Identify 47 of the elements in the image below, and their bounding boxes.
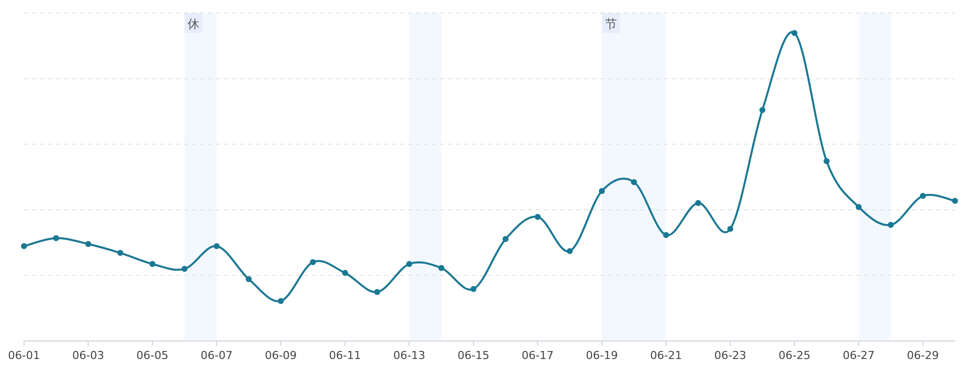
x-tick-label: 06-13 bbox=[393, 349, 426, 362]
point bbox=[952, 198, 958, 204]
x-tick-label: 06-15 bbox=[457, 349, 490, 362]
point bbox=[630, 179, 637, 186]
point bbox=[246, 276, 252, 282]
point bbox=[695, 200, 702, 206]
x-tick-label: 06-09 bbox=[264, 349, 297, 362]
x-tick-label: 06-11 bbox=[329, 349, 362, 362]
point bbox=[85, 240, 92, 247]
x-tick-label: 06-05 bbox=[136, 349, 168, 362]
point bbox=[470, 286, 476, 292]
point bbox=[117, 250, 124, 256]
point bbox=[182, 266, 188, 272]
point bbox=[214, 243, 220, 250]
point bbox=[342, 270, 348, 276]
point bbox=[374, 289, 380, 296]
x-tick-label: 06-19 bbox=[586, 349, 618, 362]
x-tick-label: 06-01 bbox=[8, 349, 40, 362]
point bbox=[534, 214, 541, 220]
point bbox=[278, 298, 284, 304]
point bbox=[149, 261, 156, 267]
point bbox=[920, 192, 926, 199]
x-tick-label: 06-03 bbox=[72, 349, 104, 362]
x-tick-label: 06-29 bbox=[906, 349, 939, 362]
point bbox=[791, 30, 798, 36]
point bbox=[310, 259, 316, 266]
x-tick-label: 06-23 bbox=[714, 349, 746, 362]
point bbox=[566, 248, 573, 254]
point bbox=[824, 158, 830, 164]
point bbox=[406, 261, 412, 267]
x-tick-label: 06-17 bbox=[522, 349, 554, 362]
point bbox=[663, 232, 670, 238]
band-label: 休 bbox=[188, 17, 200, 31]
point bbox=[438, 265, 444, 272]
point bbox=[598, 188, 605, 194]
point bbox=[856, 204, 862, 210]
x-tick-label: 06-07 bbox=[200, 349, 233, 362]
x-tick-label: 06-25 bbox=[778, 349, 810, 362]
point bbox=[502, 236, 509, 242]
point bbox=[21, 243, 27, 250]
point bbox=[727, 226, 734, 232]
x-tick-label: 06-21 bbox=[650, 349, 682, 362]
band-label: 节 bbox=[604, 17, 617, 31]
point bbox=[759, 107, 766, 113]
point bbox=[53, 235, 60, 242]
x-tick-label: 06-27 bbox=[842, 349, 875, 362]
point bbox=[888, 222, 894, 228]
